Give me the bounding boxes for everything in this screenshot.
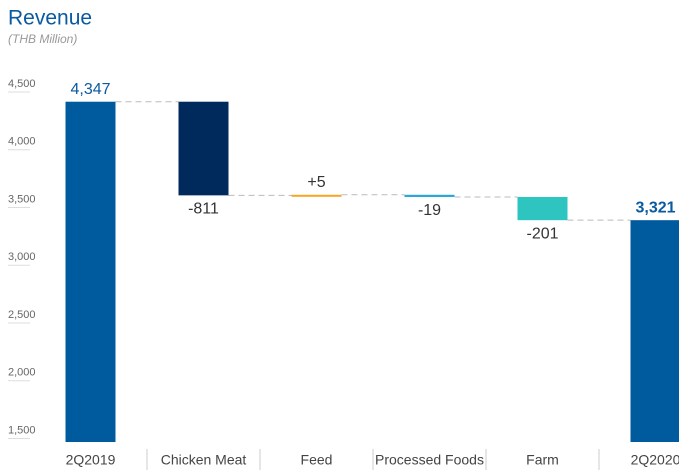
value-label: -811 — [188, 201, 219, 218]
x-tick-label: Farm — [526, 452, 559, 468]
chart-title: Revenue — [8, 7, 92, 30]
bar — [291, 194, 342, 197]
value-label: +5 — [307, 174, 325, 191]
value-label: -19 — [418, 202, 441, 219]
x-tick-label: Chicken Meat — [161, 452, 247, 468]
value-label: 4,347 — [70, 81, 110, 98]
bar — [65, 101, 116, 442]
bar — [630, 220, 679, 442]
y-tick-label: 2,500 — [8, 309, 36, 321]
chart-subtitle: (THB Million) — [8, 32, 77, 46]
y-tick-label: 3,500 — [8, 193, 36, 205]
x-tick-label: 2Q2019 — [66, 452, 116, 468]
y-tick-label: 4,500 — [8, 78, 36, 90]
bar — [404, 194, 455, 197]
bar — [517, 196, 568, 221]
x-tick-label: Processed Foods — [375, 452, 484, 468]
value-label: -201 — [526, 225, 558, 242]
y-tick-label: 1,500 — [8, 424, 36, 436]
bar — [178, 101, 229, 196]
x-tick-label: Feed — [301, 452, 333, 468]
x-tick-label: 2Q2020 — [631, 452, 679, 468]
y-tick-label: 2,000 — [8, 367, 36, 379]
value-label: 3,321 — [635, 199, 675, 216]
y-tick-label: 4,000 — [8, 136, 36, 148]
y-tick-label: 3,000 — [8, 251, 36, 263]
